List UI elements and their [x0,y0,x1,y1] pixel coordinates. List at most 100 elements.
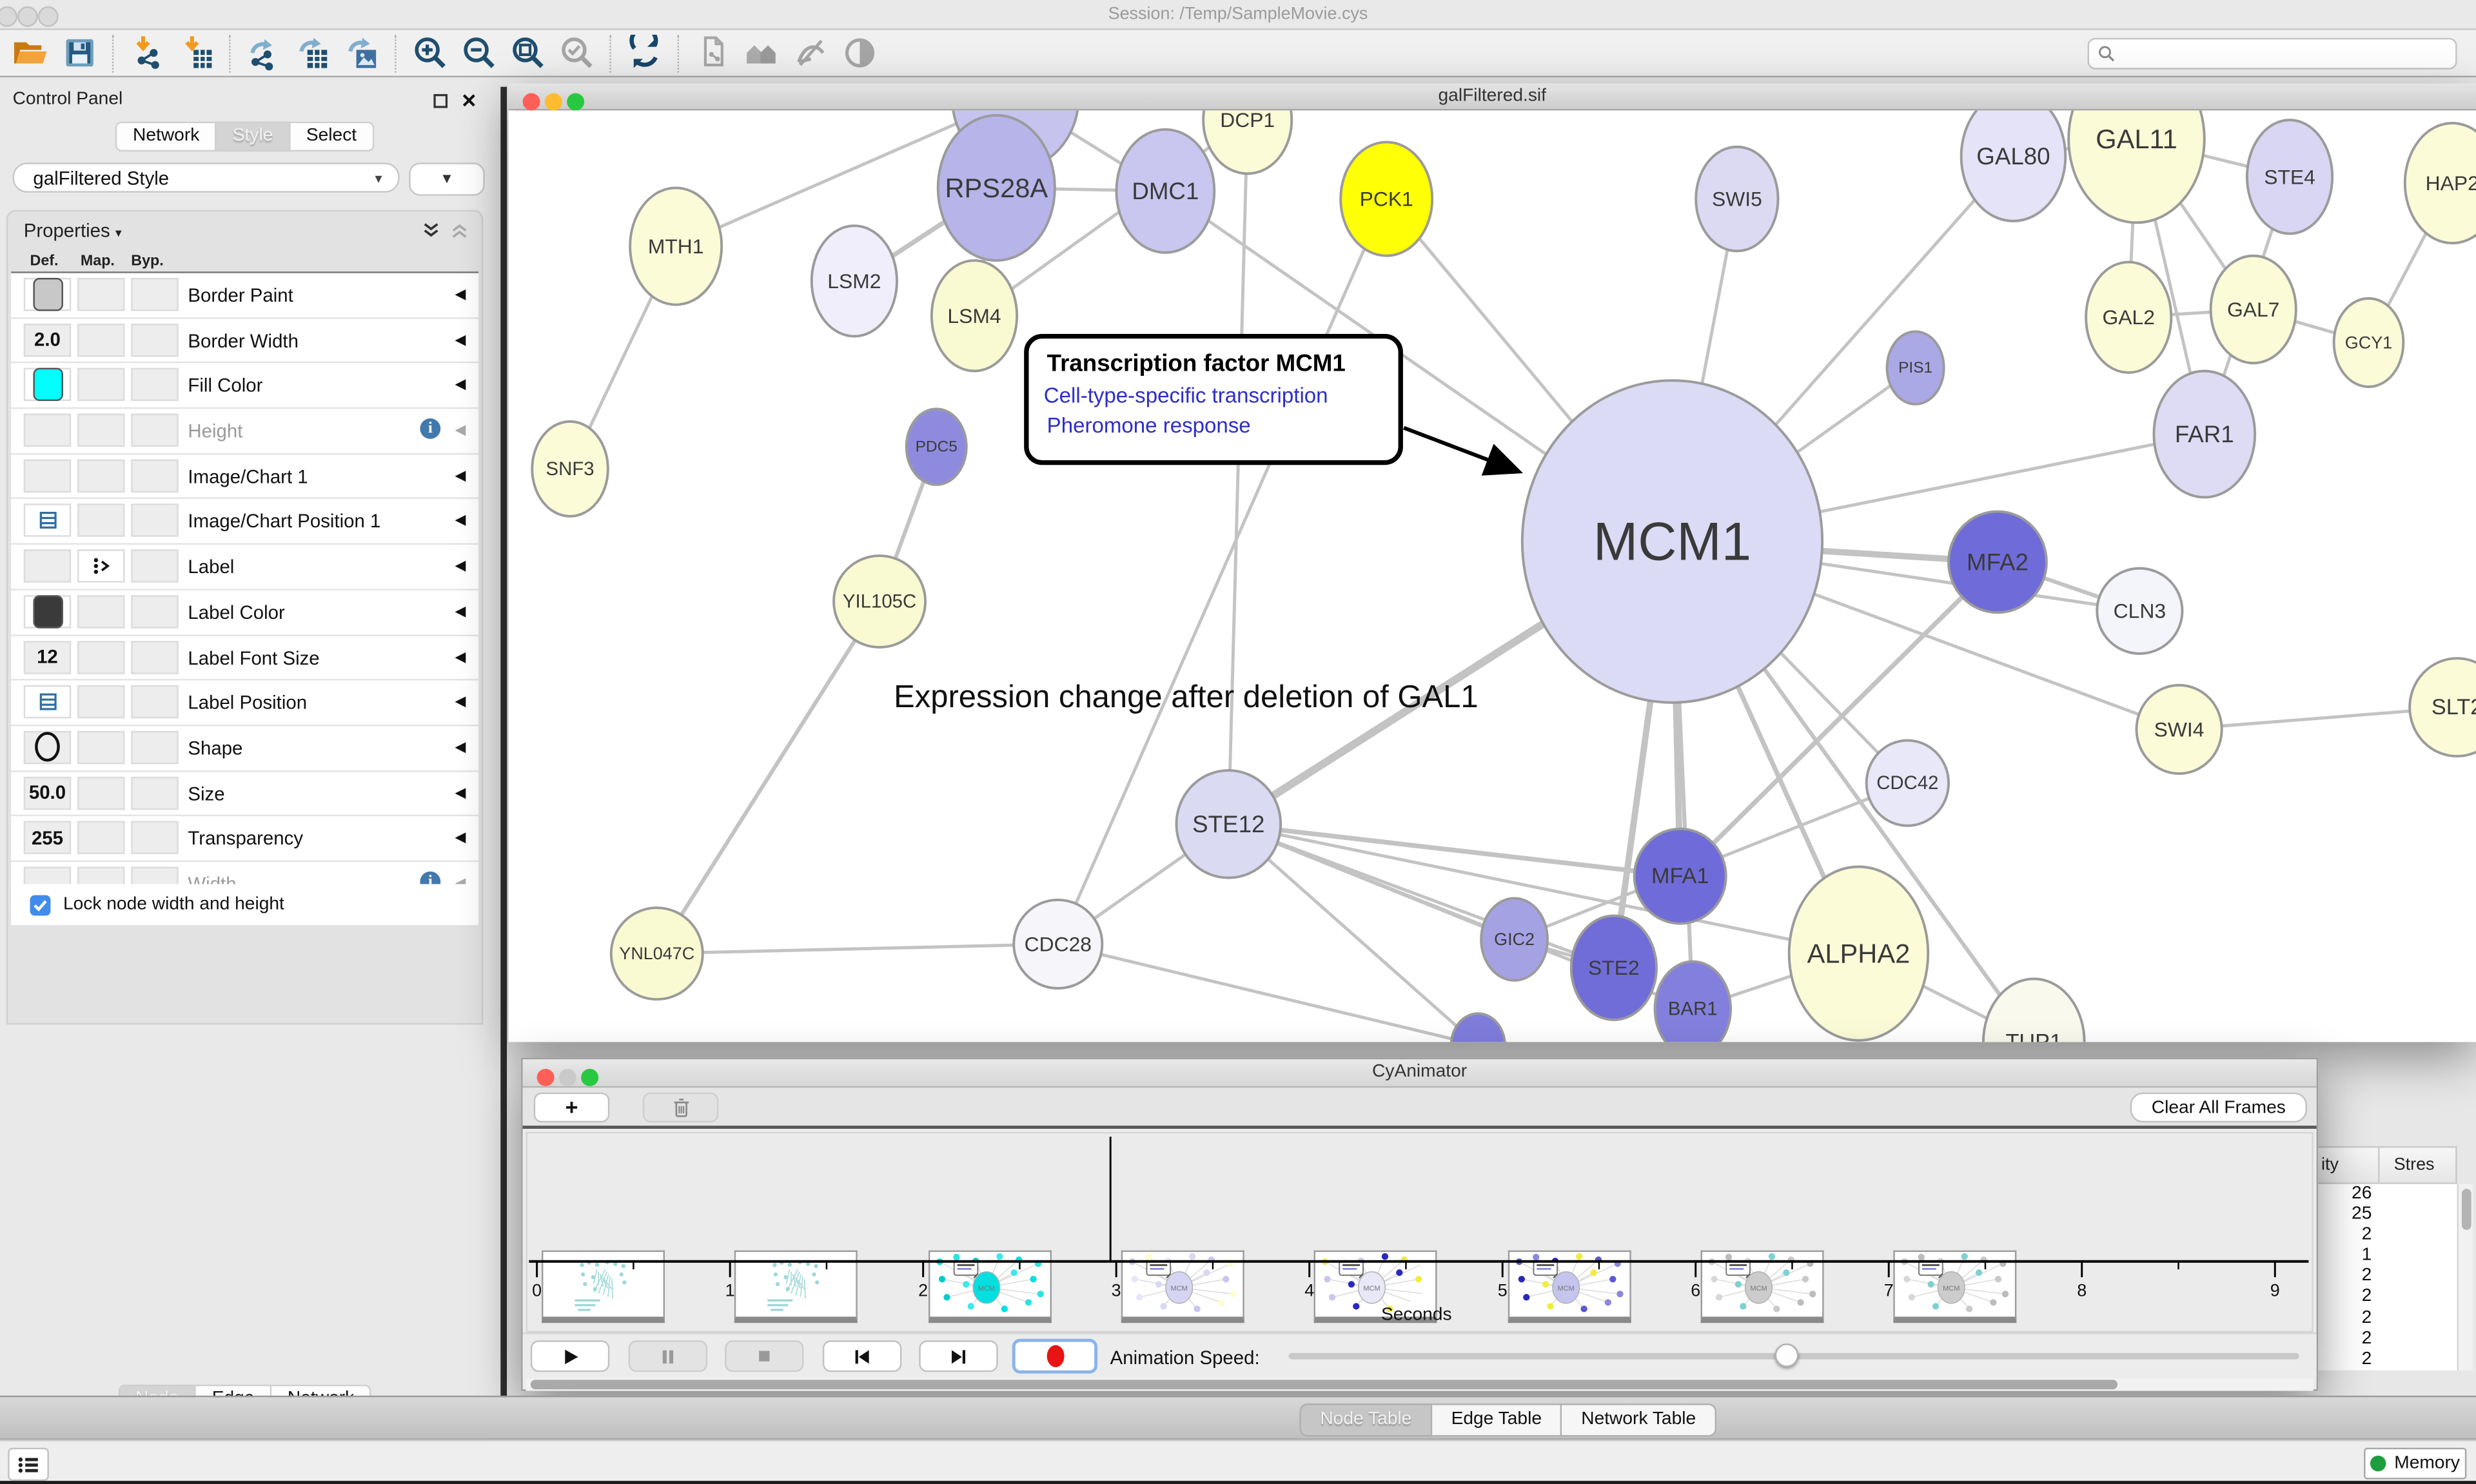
property-row-label[interactable]: Label ◀ [11,545,479,591]
bypass-cell[interactable] [131,730,179,765]
export-table-icon[interactable] [292,32,335,73]
property-row-image-chart-position-1[interactable]: Image/Chart Position 1 ◀ [11,500,479,545]
network-node-mfa1[interactable]: MFA1 [1633,827,1727,925]
network-node-nbot[interactable] [1449,1012,1506,1042]
network-node-gal7[interactable]: GAL7 [2209,254,2297,365]
network-node-rps28a[interactable]: RPS28A [936,113,1056,262]
mapping-cell[interactable] [77,323,125,356]
mapping-cell[interactable] [77,368,125,402]
property-row-transparency[interactable]: 255 Transparency ◀ [11,817,479,862]
expand-property-icon[interactable]: ◀ [455,467,466,483]
bypass-cell[interactable] [131,549,179,583]
network-node-mfa2[interactable]: MFA2 [1947,510,2048,614]
table-cell[interactable]: 2 [2361,1308,2372,1327]
bypass-cell[interactable] [131,323,179,356]
network-node-ste4[interactable]: STE4 [2245,119,2334,235]
mapping-cell[interactable] [77,821,125,855]
mapping-cell[interactable] [77,278,125,311]
property-row-shape[interactable]: Shape ◀ [11,726,479,772]
skip-to-start-button[interactable] [822,1340,902,1372]
network-node-ste2[interactable]: STE2 [1569,914,1658,1022]
table-cell[interactable]: 2 [2361,1329,2372,1348]
window-close-icon[interactable] [522,92,540,110]
mapping-cell[interactable] [77,685,125,719]
network-node-gal11[interactable]: GAL11 [2067,110,2206,224]
app-zoom-button[interactable] [37,6,59,27]
default-value-cell[interactable] [23,368,72,402]
style-selector[interactable]: galFiltered Style ▾ [12,162,400,193]
record-button[interactable] [1012,1338,1098,1374]
network-node-slt2[interactable]: SLT2 [2408,657,2476,757]
network-node-pdc5[interactable]: PDC5 [905,407,968,486]
mapping-cell[interactable] [77,776,125,810]
table-cell[interactable]: 2 [2361,1287,2372,1307]
properties-header[interactable]: Properties ▾ [23,219,122,242]
search-input[interactable] [2087,37,2457,70]
add-frame-button[interactable]: + [533,1092,610,1123]
network-node-lsm4[interactable]: LSM4 [930,259,1019,373]
collapse-all-icon[interactable] [450,221,469,240]
bypass-cell[interactable] [131,278,179,311]
network-node-gic2[interactable]: GIC2 [1480,897,1549,982]
annotation-link-1[interactable]: Cell-type-specific transcription [1044,384,1328,407]
animation-speed-slider[interactable] [1288,1343,2299,1367]
network-node-mcm1[interactable]: MCM1 [1520,379,1824,704]
mapping-cell[interactable] [77,730,125,765]
table-cell[interactable]: 1 [2361,1245,2372,1265]
network-node-pis1[interactable]: PIS1 [1885,330,1945,405]
network-node-snf3[interactable]: SNF3 [531,420,609,518]
table-vscrollbar[interactable] [2459,1184,2473,1371]
annotation-arrow[interactable] [1403,425,1524,476]
export-network-icon[interactable] [243,32,286,73]
network-node-bar1[interactable]: BAR1 [1653,960,1733,1042]
delete-frame-button[interactable] [642,1092,719,1123]
network-node-gal2[interactable]: GAL2 [2085,260,2173,374]
float-panel-icon[interactable] [433,93,448,108]
network-caption[interactable]: Expression change after deletion of GAL1 [894,679,1478,714]
expand-property-icon[interactable]: ◀ [455,648,466,664]
default-value-cell[interactable]: 12 [23,640,72,674]
table-cell[interactable]: 26 [2352,1184,2372,1204]
network-node-mth1[interactable]: MTH1 [629,186,723,306]
table-col-centrality[interactable]: ity [2321,1155,2339,1175]
expand-all-icon[interactable] [422,221,440,240]
expand-property-icon[interactable]: ◀ [455,603,466,619]
bypass-cell[interactable] [131,685,179,719]
bypass-cell[interactable] [131,368,179,402]
expand-property-icon[interactable]: ◀ [455,331,466,347]
default-value-cell[interactable] [23,549,72,583]
window-zoom-icon[interactable] [567,92,585,110]
refresh-layout-icon[interactable] [624,32,666,73]
network-node-swi5[interactable]: SWI5 [1695,145,1780,253]
save-session-icon[interactable] [59,32,101,73]
network-node-swi4[interactable]: SWI4 [2135,683,2223,775]
expand-property-icon[interactable]: ◀ [455,557,466,574]
import-network-icon[interactable] [126,32,169,73]
network-node-lsm2[interactable]: LSM2 [810,224,898,338]
property-row-size[interactable]: 50.0 Size ◀ [11,771,479,817]
default-value-cell[interactable] [23,459,72,493]
table-cell[interactable]: 25 [2352,1204,2372,1224]
bypass-cell[interactable] [131,594,179,629]
table-cell[interactable]: 2 [2361,1267,2372,1286]
skip-to-end-button[interactable] [919,1340,998,1372]
bypass-cell[interactable] [131,459,179,493]
default-value-cell[interactable]: 50.0 [23,776,72,810]
property-row-border-paint[interactable]: Border Paint ◀ [11,273,479,318]
default-value-cell[interactable] [23,504,72,538]
mapping-cell[interactable] [77,413,125,447]
bypass-cell[interactable] [131,821,179,855]
zoom-in-icon[interactable] [409,32,451,73]
window-zoom-icon[interactable] [581,1068,599,1086]
play-button[interactable] [530,1340,610,1372]
expand-property-icon[interactable]: ◀ [455,422,466,438]
network-node-yil105c[interactable]: YIL105C [832,554,927,649]
property-row-height[interactable]: Height i ◀ [11,409,479,454]
network-node-dmc1[interactable]: DMC1 [1115,128,1216,254]
bypass-cell[interactable] [131,413,179,447]
app-close-button[interactable] [0,6,17,27]
expand-property-icon[interactable]: ◀ [455,286,466,302]
bypass-cell[interactable] [131,640,179,674]
clear-all-frames-button[interactable]: Clear All Frames [2130,1092,2307,1123]
zoom-out-icon[interactable] [458,32,500,73]
